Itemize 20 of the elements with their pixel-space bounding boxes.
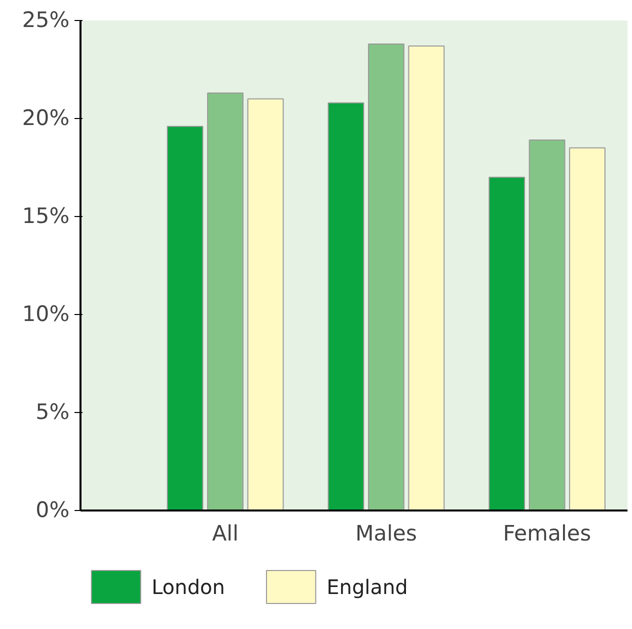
x-tick-label: Females bbox=[502, 522, 592, 546]
y-tick-label: 5% bbox=[36, 400, 70, 425]
bar bbox=[207, 92, 244, 510]
bar bbox=[166, 126, 204, 510]
y-tick-label: 20% bbox=[22, 106, 70, 131]
legend-label: London bbox=[152, 575, 225, 599]
x-tick-label: All bbox=[212, 522, 239, 546]
legend-label: England bbox=[326, 575, 408, 599]
bar bbox=[328, 102, 364, 510]
y-tick-label: 25% bbox=[22, 8, 70, 33]
y-tick-label: 10% bbox=[22, 302, 70, 327]
y-tick-label: 15% bbox=[22, 204, 70, 229]
y-tick-label: 0% bbox=[36, 498, 70, 523]
bar bbox=[488, 176, 526, 510]
bar bbox=[368, 44, 404, 510]
bar bbox=[528, 140, 566, 510]
bar bbox=[408, 45, 445, 510]
bar bbox=[247, 98, 284, 510]
bar bbox=[569, 147, 606, 510]
x-tick-label: Males bbox=[355, 522, 417, 546]
